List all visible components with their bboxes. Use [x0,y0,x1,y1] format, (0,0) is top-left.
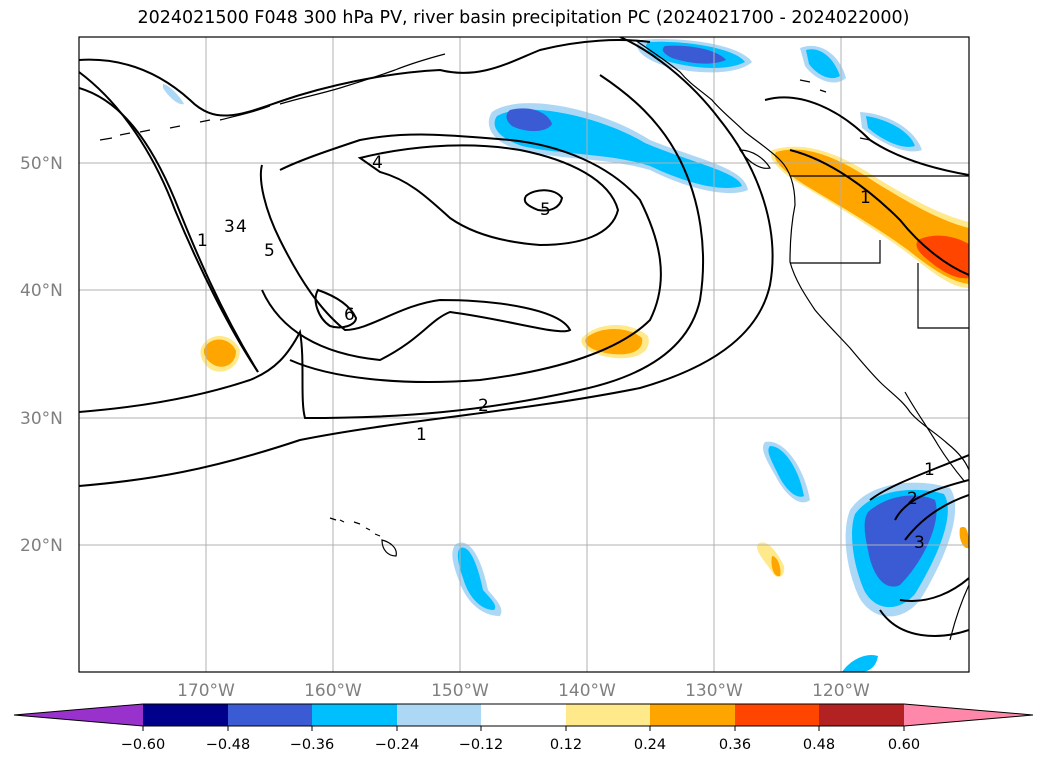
colorbar-segment-6 [566,704,650,726]
baja-coast [904,391,966,483]
colorbar-extend-low [14,704,143,726]
precip-blob-canada-east-core [866,116,915,147]
precip-blob-gulf-alaska-deep [506,108,552,132]
colorbar-segment-2 [228,704,312,726]
longitude-labels: 170°W 160°W 150°W 140°W 130°W 120°W [177,681,870,701]
colorbar-tick-2: −0.48 [206,737,250,753]
contour-label-3-tropical: 3 [914,533,925,553]
contour-label-3: 3 [224,217,235,237]
colorbar-tick-10: 0.60 [888,737,920,753]
pv-contour-5-small [523,189,564,212]
colorbar-tick-1: −0.60 [121,737,165,753]
colorbar-tick-3: −0.36 [290,737,334,753]
colorbar-segment-3 [312,704,397,726]
precip-blob-mid-pacific-core [585,329,643,355]
aleutian-chain [99,53,446,141]
colorbar-tick-8: 0.36 [719,737,751,753]
precip-blob-tropical-east-deep [864,495,937,587]
contour-label-5: 5 [540,200,551,220]
lon-label-130w: 130°W [685,681,743,701]
coastlines [99,39,969,641]
pv-contour-pnw-2 [789,149,969,276]
colorbar-tick-4: −0.24 [375,737,419,753]
north-america-coast [634,39,969,471]
colorbar-tick-9: 0.48 [803,737,835,753]
pv-contour-4 [279,133,662,383]
pv-contour-outer-north [79,39,651,117]
precipitation-shading [163,38,969,672]
precip-blob-hawaii-east-core [457,547,496,610]
pv-contour-5 [259,164,572,362]
map-frame [78,36,970,673]
contour-label-1-tropical: 1 [924,460,935,480]
graticule [79,37,969,672]
hawaii-islands [329,517,397,557]
colorbar-segment-9 [819,704,904,726]
pv-contour-west-tongue [79,87,259,373]
lon-label-120w: 120°W [812,681,870,701]
precip-blob-central-pacific-core [768,446,804,497]
lat-label-30n: 30°N [20,409,63,429]
colorbar-tick-7: 0.24 [634,737,666,753]
colorbar-extend-high [904,704,1033,726]
colorbar-segment-4 [397,704,481,726]
contour-label-1-west: 1 [197,231,208,251]
contour-label-2-tropical: 2 [907,489,918,509]
lat-label-50n: 50°N [20,154,63,174]
pv-contour-6 [314,288,358,329]
contour-label-6: 6 [344,305,355,325]
colorbar-tick-6: 0.12 [550,737,582,753]
vancouver-island [738,149,771,169]
lat-label-20n: 20°N [20,536,63,556]
precip-blob-baja [959,526,969,549]
lon-label-170w: 170°W [177,681,235,701]
pv-contour-4-inner [357,144,620,247]
lon-label-160w: 160°W [304,681,362,701]
pv-contour-1-west [79,37,774,487]
precip-blob-southern [842,654,878,672]
map-title: 2024021500 F048 300 hPa PV, river basin … [137,8,910,28]
pv-contour-subtropical [869,454,969,637]
contour-label-2: 2 [478,396,489,416]
state-border-1 [790,240,881,264]
colorbar-segment-1 [143,704,228,726]
lon-label-150w: 150°W [431,681,489,701]
contour-label-5-west: 5 [264,241,275,261]
precip-blob-mexico-core [771,556,781,577]
contour-label-1-pnw: 1 [860,188,871,208]
precip-blob-aleutian [163,84,184,105]
latitude-labels: 20°N 30°N 40°N 50°N [20,154,63,556]
contour-labels: 1 2 3 4 5 6 1 4 5 1 1 2 3 [197,153,935,553]
colorbar-segment-7 [650,704,735,726]
pv-contour-2 [79,74,705,420]
precip-blob-west-pacific-core [203,339,236,367]
pv-contour-pnw [764,96,969,176]
colorbar-tick-5: −0.12 [459,737,503,753]
precip-blob-panhandle-deep [662,45,726,64]
lat-label-40n: 40°N [20,281,63,301]
lon-label-140w: 140°W [558,681,616,701]
state-border-2 [917,263,969,329]
colorbar: −0.60 −0.48 −0.36 −0.24 −0.12 0.12 0.24 … [13,703,1034,753]
precip-blob-gulf-alaska-core [494,109,742,188]
contour-label-4: 4 [372,153,383,173]
contour-label-1: 1 [416,425,427,445]
precip-blob-canada-north-core [806,49,840,79]
pv-contours [79,37,969,637]
colorbar-segment-5 [481,704,566,726]
colorbar-segment-8 [735,704,819,726]
contour-label-4-west: 4 [236,217,247,237]
